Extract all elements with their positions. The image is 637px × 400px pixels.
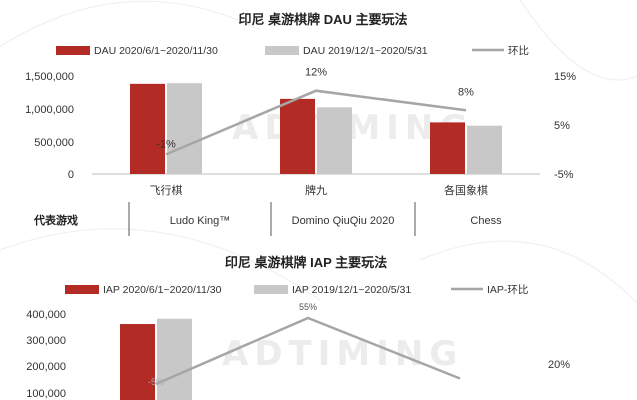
chart1-category-label: 飞行棋	[150, 183, 183, 197]
chart1-bars	[130, 83, 502, 174]
chart1-categories: 飞行棋 牌九 各国象棋	[150, 183, 489, 197]
chart2-y-tick: 400,000	[26, 309, 66, 321]
chart2-legend-previous: IAP 2019/12/1~2020/5/31	[292, 284, 411, 296]
game-domino-qiuqiu: Domino QiuQiu 2020	[292, 215, 395, 227]
chart1-bar-series0	[280, 98, 315, 174]
chart1-y-tick: 1,000,000	[25, 104, 74, 116]
chart2-line-data-label: -5%	[148, 377, 164, 387]
chart1-bar-series1	[467, 125, 502, 174]
chart1-y2-tick: 5%	[554, 120, 570, 132]
chart2-title: 印尼 桌游棋牌 IAP 主要玩法	[225, 255, 387, 270]
watermark-bottom: ADTIMING	[222, 334, 464, 374]
chart2-y-tick: 100,000	[26, 388, 66, 400]
chart1-category-label: 各国象棋	[444, 183, 488, 197]
chart1-bar-series1	[317, 107, 352, 174]
chart2-line-path	[155, 316, 461, 386]
chart1-legend-line: 环比	[508, 44, 529, 57]
chart2-y-axis: 400,000 300,000 200,000 100,000	[26, 309, 66, 400]
chart1-bar-series1	[167, 83, 202, 174]
chart1-line-path	[165, 89, 467, 156]
chart2-y-tick: 300,000	[26, 335, 66, 347]
chart1-y-axis: 1,500,000 1,000,000 500,000 0	[25, 71, 74, 181]
chart2-bar-series1	[157, 318, 192, 400]
chart1-legend: DAU 2020/6/1~2020/11/30 DAU 2019/12/1~20…	[56, 44, 529, 57]
chart1-y2-tick: 15%	[554, 71, 576, 83]
chart1-y2-axis: 15% 5% -5%	[554, 71, 576, 181]
chart1-title: 印尼 桌游棋牌 DAU 主要玩法	[238, 12, 407, 27]
chart1-y2-tick: -5%	[554, 169, 574, 181]
game-chess: Chess	[470, 215, 502, 227]
chart2-bars	[120, 318, 192, 400]
games-row: 代表游戏 Ludo King™ Domino QiuQiu 2020 Chess	[33, 202, 502, 236]
chart1-bar-series0	[430, 122, 465, 174]
chart1-line: -1% 12% 8%	[156, 67, 474, 156]
chart2-y-tick: 200,000	[26, 361, 66, 373]
chart2-legend-line: IAP-环比	[487, 283, 528, 296]
games-row-header: 代表游戏	[33, 213, 78, 227]
chart1-category-label: 牌九	[305, 183, 327, 197]
chart1-y-tick: 1,500,000	[25, 71, 74, 83]
chart2-legend-swatch-previous	[254, 285, 288, 294]
chart2-y2-tick: 20%	[548, 359, 570, 371]
chart1-legend-previous: DAU 2019/12/1~2020/5/31	[303, 45, 428, 57]
chart1-line-data-label: -1%	[156, 138, 176, 150]
chart1-legend-swatch-previous	[265, 46, 299, 55]
chart2-line: -5% 55%	[148, 302, 461, 387]
chart2-legend-current: IAP 2020/6/1~2020/11/30	[103, 284, 222, 296]
chart2-legend: IAP 2020/6/1~2020/11/30 IAP 2019/12/1~20…	[65, 283, 528, 296]
chart1-line-data-label: 8%	[458, 86, 474, 98]
chart1-bar-series0	[130, 83, 165, 174]
chart1-y-tick: 500,000	[34, 137, 74, 149]
chart2-bar-series0	[120, 324, 155, 400]
chart2-y2-axis: 20%	[548, 359, 570, 371]
chart2-legend-swatch-current	[65, 285, 99, 294]
chart1-legend-swatch-current	[56, 46, 90, 55]
chart1-y-tick: 0	[68, 169, 74, 181]
chart1-legend-current: DAU 2020/6/1~2020/11/30	[94, 45, 218, 57]
game-ludo-king: Ludo King™	[170, 215, 231, 227]
chart2-line-data-label: 55%	[299, 302, 317, 312]
chart1-line-data-label: 12%	[305, 67, 327, 79]
background-decoration	[0, 0, 637, 305]
